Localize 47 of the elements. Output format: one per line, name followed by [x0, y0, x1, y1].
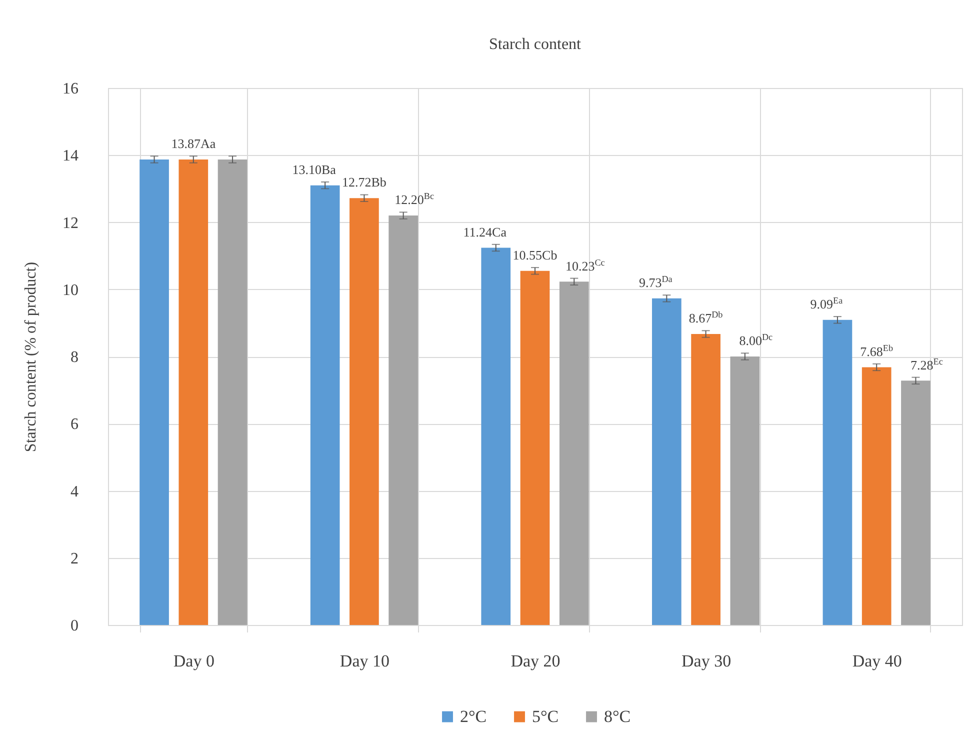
data-label: 13.10Ba [292, 162, 336, 177]
data-label: 8.67$^{Db}$ [688, 310, 724, 326]
data-label: 10.55Cb [512, 248, 558, 263]
chart-title: Starch content [489, 36, 582, 53]
y-tick-label: 4 [70, 483, 78, 500]
data-label: 8.00$^{Dc}$ [739, 332, 773, 348]
bar [178, 159, 208, 625]
bar [691, 334, 720, 625]
y-tick-label: 6 [70, 416, 78, 434]
bar [559, 282, 589, 625]
y-tick-label: 10 [62, 282, 78, 299]
y-tick-label: 8 [70, 349, 78, 366]
data-label: 10.23$^{Cc}$ [565, 257, 605, 274]
x-tick-label: Day 40 [852, 652, 902, 670]
bar [520, 270, 550, 625]
data-label: 9.09$^{Ea}$ [810, 296, 843, 312]
x-tick-label: Day 30 [682, 652, 732, 670]
bar [350, 198, 379, 625]
legend-label: 2°C [460, 706, 487, 726]
bar [388, 216, 418, 625]
bar [862, 367, 892, 625]
legend-label: 5°C [532, 706, 559, 726]
x-tick-label: Day 0 [173, 652, 214, 670]
y-tick-label: 2 [70, 550, 78, 568]
bar [218, 159, 248, 625]
y-tick-label: 14 [62, 148, 78, 165]
y-tick-label: 12 [62, 214, 78, 232]
bar [730, 356, 760, 625]
y-tick-label: 16 [62, 80, 78, 98]
bar [310, 185, 340, 625]
y-axis-title: Starch content (% of product) [22, 262, 40, 452]
bar [822, 320, 852, 625]
bar [481, 248, 511, 625]
data-label: 7.68$^{Eb}$ [860, 342, 894, 359]
data-label: 11.24Ca [463, 224, 507, 240]
x-tick-label: Day 20 [510, 652, 560, 670]
bar [901, 380, 930, 625]
data-label: 12.72Bb [342, 174, 386, 190]
data-label: 12.20$^{Bc}$ [394, 191, 434, 208]
x-tick-label: Day 10 [340, 652, 390, 670]
data-label: 13.87Aa [171, 136, 216, 152]
data-label: 7.28$^{Ec}$ [910, 356, 943, 372]
y-tick-label: 0 [70, 618, 78, 634]
legend-label: 8°C [604, 706, 631, 726]
data-label: 9.73$^{Da}$ [638, 274, 672, 290]
bar [140, 159, 169, 625]
bar [652, 298, 682, 625]
